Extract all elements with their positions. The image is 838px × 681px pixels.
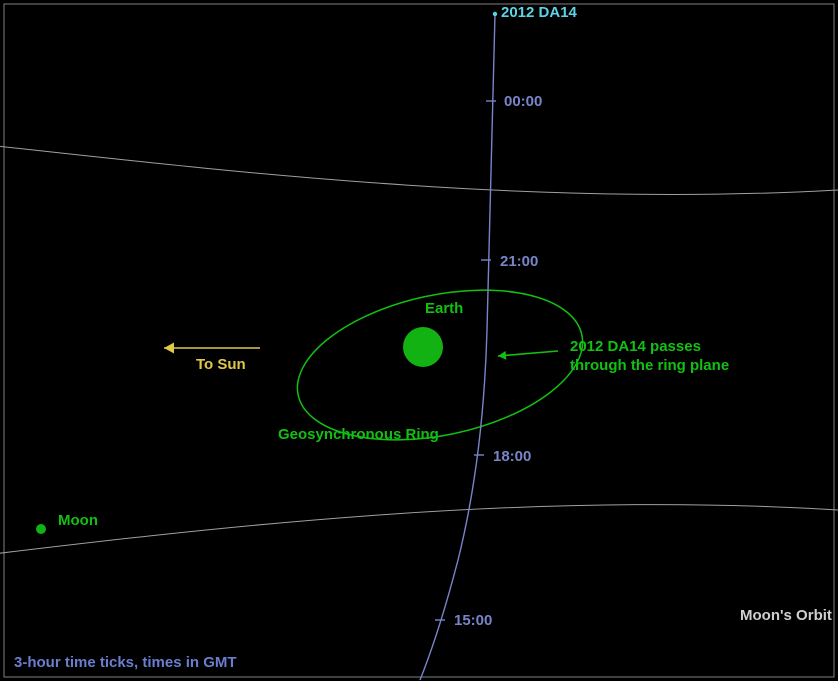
footer-caption: 3-hour time ticks, times in GMT <box>14 654 237 671</box>
moon-orbit-label: Moon's Orbit <box>740 607 832 624</box>
time-tick-label: 15:00 <box>454 612 492 629</box>
sun-arrow-head-icon <box>164 343 174 354</box>
earth-label: Earth <box>425 300 463 317</box>
asteroid-name-label: 2012 DA14 <box>501 4 577 21</box>
geo-ring-label: Geosynchronous Ring <box>278 426 439 443</box>
ring-plane-arrow-head-icon <box>498 351 506 360</box>
time-tick-label: 18:00 <box>493 448 531 465</box>
to-sun-label: To Sun <box>196 356 246 373</box>
moon-label: Moon <box>58 512 98 529</box>
earth-icon <box>403 327 443 367</box>
ring-plane-arrow-line <box>498 351 558 356</box>
time-tick-label: 21:00 <box>500 253 538 270</box>
diagram-stage: 00:00 21:00 18:00 15:00 2012 DA14 Earth To Sun… <box>0 0 838 681</box>
moon-dot-icon <box>36 524 46 534</box>
ring-plane-label: 2012 DA14 passes through the ring plane <box>570 338 729 376</box>
time-tick-label: 00:00 <box>504 93 542 110</box>
asteroid-dot-icon <box>493 12 497 16</box>
